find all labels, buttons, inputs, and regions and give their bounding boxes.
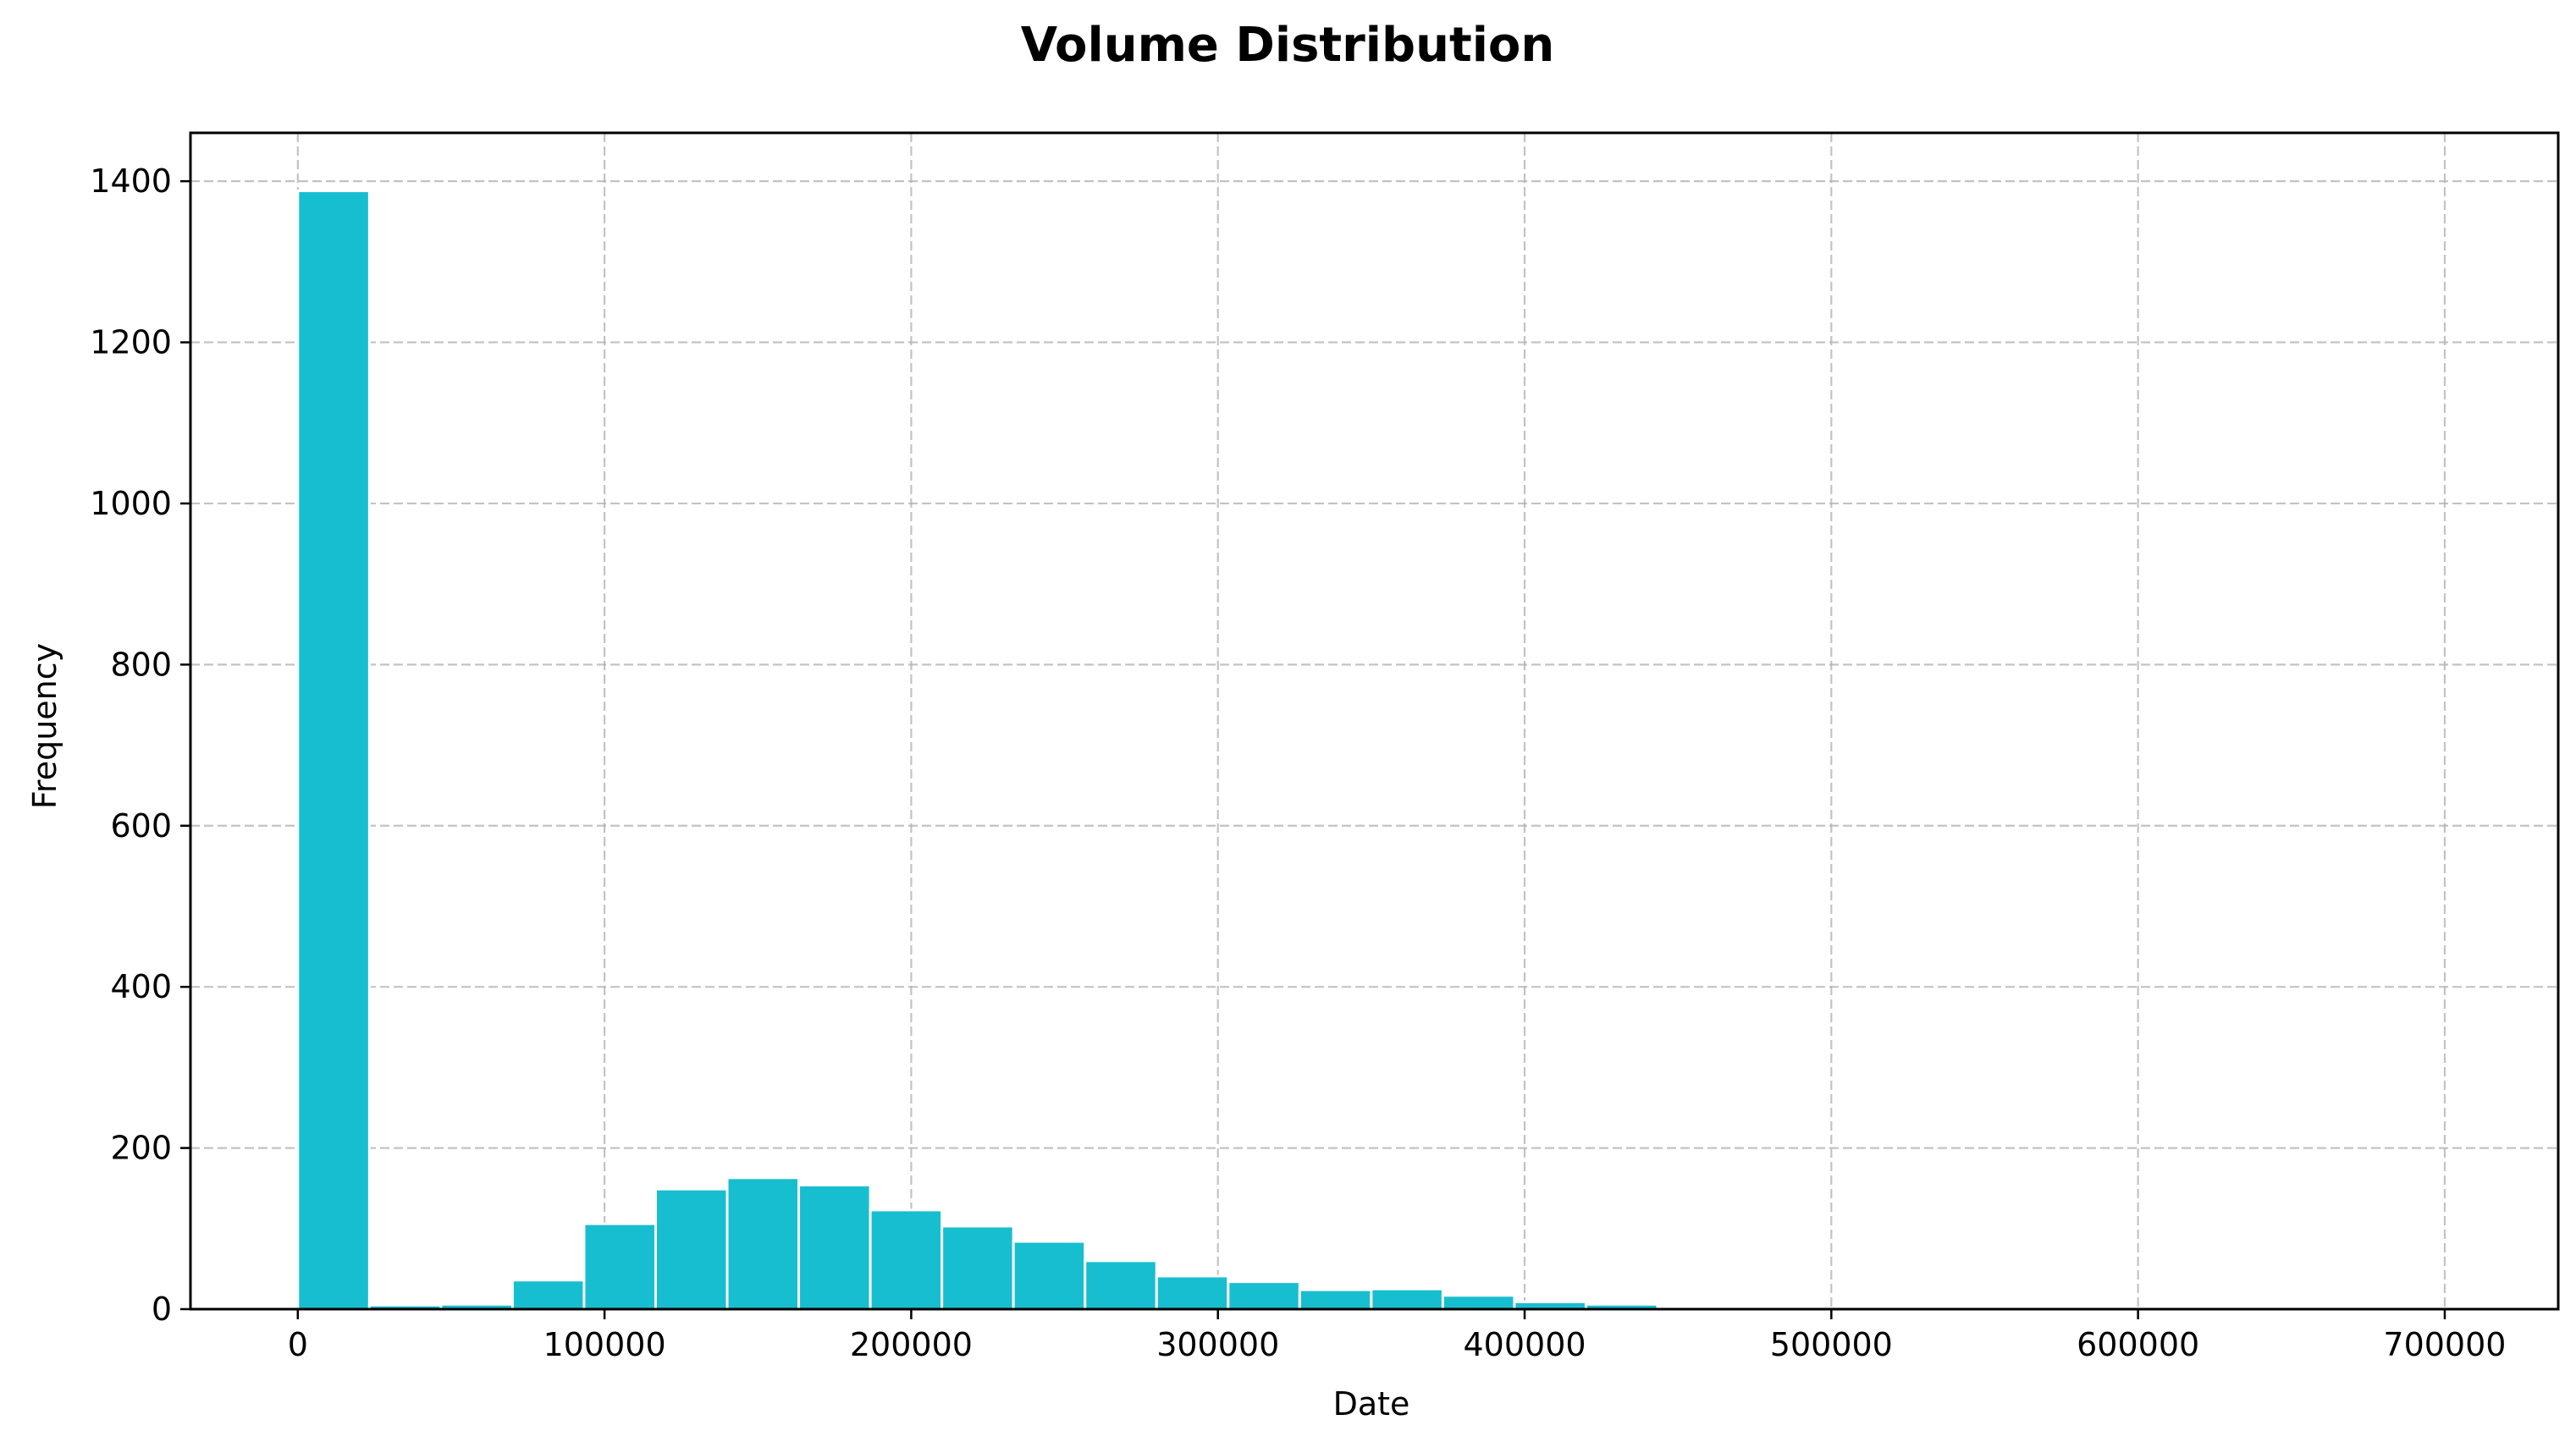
histogram-bar-16 (1441, 1294, 1516, 1311)
grid-layer (190, 133, 2558, 1311)
bars-layer (296, 190, 2446, 1311)
x-axis-label: Date (1333, 1385, 1410, 1423)
y-tick-label-2: 400 (110, 968, 172, 1005)
histogram-bar-14 (1298, 1288, 1373, 1311)
histogram-bar-3 (510, 1279, 586, 1311)
x-tick-label-2: 200000 (850, 1326, 973, 1363)
chart-title: Volume Distribution (1021, 18, 1555, 73)
histogram-bar-4 (582, 1222, 657, 1311)
y-tick-label-7: 1400 (90, 162, 172, 200)
y-tick-label-1: 200 (110, 1130, 172, 1167)
axes-layer: 0 100000 200000 300000 400000 500000 600000 700… (90, 131, 2560, 1363)
histogram-bar-8 (869, 1208, 944, 1311)
histogram-bar-7 (797, 1183, 872, 1311)
histogram-bar-6 (725, 1176, 801, 1311)
x-tick-label-5: 500000 (1770, 1326, 1893, 1363)
x-tick-label-0: 0 (288, 1326, 308, 1363)
histogram-bar-9 (940, 1225, 1015, 1311)
y-tick-label-6: 1200 (90, 324, 172, 361)
y-tick-label-3: 600 (110, 807, 172, 845)
x-tick-label-7: 700000 (2383, 1326, 2506, 1363)
histogram-bar-0 (296, 190, 371, 1311)
histogram-bar-5 (654, 1187, 729, 1311)
histogram-bar-11 (1084, 1259, 1158, 1311)
y-tick-label-0: 0 (152, 1291, 172, 1328)
y-tick-label-5: 1000 (90, 485, 172, 522)
plot-frame (189, 131, 2560, 1311)
histogram-bar-13 (1227, 1280, 1301, 1311)
x-tick-label-1: 100000 (543, 1326, 666, 1363)
histogram-bar-10 (1012, 1240, 1087, 1311)
x-tick-label-3: 300000 (1156, 1326, 1279, 1363)
histogram-bar-12 (1155, 1274, 1230, 1311)
y-axis-label: Frequency (26, 643, 63, 809)
histogram-bar-15 (1370, 1287, 1444, 1311)
y-tick-label-4: 800 (110, 646, 172, 683)
x-tick-label-6: 600000 (2077, 1326, 2199, 1363)
x-tick-label-4: 400000 (1463, 1326, 1586, 1363)
